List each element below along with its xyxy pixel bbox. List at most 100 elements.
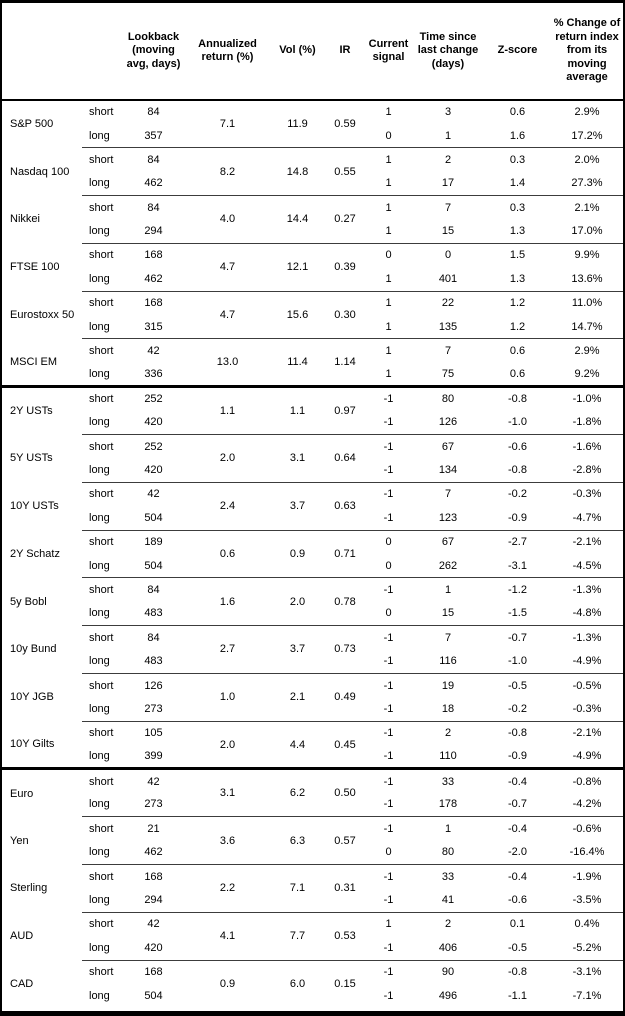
z-score-cell: -0.4 — [484, 816, 551, 841]
annualized-return-cell: 7.1 — [219, 118, 236, 131]
current-signal-cell: -1 — [383, 750, 394, 763]
header-row: Lookback (moving avg, days) Annualized r… — [2, 3, 623, 100]
lookback-cell: 420 — [144, 416, 163, 429]
time-since-cell: 123 — [438, 511, 458, 524]
z-score-cell: -0.4 — [484, 767, 551, 793]
z-score-cell: 0.6 — [509, 367, 526, 380]
time-since-cell: 33 — [412, 864, 484, 889]
ir-cell: 0.31 — [325, 864, 365, 913]
table-row: long 294 -1 41 -0.6 -3.5% — [2, 888, 623, 912]
horizon-cell: long — [89, 177, 110, 190]
current-signal-cell: 1 — [385, 367, 392, 380]
pct-change-cell: -0.6% — [551, 816, 623, 841]
header-z-score: Z-score — [497, 44, 538, 57]
lookback-cell: 42 — [122, 338, 185, 363]
table-row: long 294 1 15 1.3 17.0% — [2, 219, 623, 243]
header-current-signal: Current signal — [368, 37, 409, 63]
horizon-cell: long — [89, 464, 110, 476]
horizon-cell: long — [89, 225, 110, 238]
table-row: long 462 1 401 1.3 13.6% — [2, 267, 623, 291]
lookback-cell: 84 — [122, 577, 185, 602]
time-since-cell: 2 — [412, 147, 484, 172]
current-signal-cell: -1 — [383, 894, 394, 907]
pct-change-cell: -1.8% — [572, 416, 602, 429]
table-row: CAD short 168 0.9 6.0 0.15 -1 90 -0.8 -3.1% — [2, 959, 623, 1008]
ir-cell: 0.30 — [325, 290, 365, 339]
horizon-cell: short — [82, 242, 122, 268]
vol-cell: 7.7 — [270, 911, 325, 961]
time-since-cell: 41 — [441, 894, 455, 907]
current-signal-cell: -1 — [365, 864, 412, 889]
annualized-return-cell: 2.4 — [185, 481, 270, 531]
table-row: Nasdaq 100 short 84 8.2 14.8 0.55 1 2 0.3 2.0% — [2, 147, 623, 196]
current-signal-cell: -1 — [365, 720, 412, 746]
lookback-cell: 462 — [144, 846, 163, 859]
ir-cell: 0.63 — [325, 481, 365, 531]
table-row: Nikkei short 84 4.0 14.4 0.27 1 7 0.3 2.1% — [2, 195, 623, 244]
table-row: long 273 -1 178 -0.7 -4.2% — [2, 793, 623, 817]
pct-change-cell: -4.9% — [572, 655, 602, 668]
vol-cell: 15.6 — [270, 290, 325, 339]
pct-change-cell: -1.3% — [551, 625, 623, 650]
lookback-cell: 504 — [144, 559, 163, 572]
lookback-cell: 84 — [122, 195, 185, 220]
pct-change-cell: -1.0% — [551, 385, 623, 411]
horizon-cell: short — [82, 290, 122, 316]
ir-cell: 0.39 — [325, 242, 365, 292]
current-signal-cell: 0 — [385, 846, 392, 859]
asset-name-cell: 10Y USTs — [10, 500, 59, 513]
ir-cell: 0.73 — [325, 625, 365, 674]
horizon-cell: long — [89, 416, 110, 429]
horizon-cell: long — [89, 941, 110, 954]
vol-cell: 2.0 — [270, 577, 325, 626]
ir-cell: 1.14 — [325, 338, 365, 387]
pct-change-cell: 2.0% — [551, 147, 623, 172]
lookback-cell: 168 — [122, 959, 185, 984]
table-row: long 483 0 15 -1.5 -4.8% — [2, 602, 623, 626]
horizon-cell: long — [89, 846, 110, 859]
horizon-cell: long — [89, 129, 110, 142]
horizon-cell: long — [89, 798, 110, 811]
time-since-cell: 67 — [412, 529, 484, 554]
z-score-cell: 0.6 — [509, 106, 526, 119]
lookback-cell: 189 — [122, 529, 185, 554]
annualized-return-cell: 2.2 — [185, 864, 270, 913]
asset-name-cell: MSCI EM — [10, 356, 58, 368]
pct-change-cell: -2.8% — [572, 464, 602, 476]
table-row: long 357 0 1 1.6 17.2% — [2, 124, 623, 148]
pct-change-cell: 2.9% — [574, 106, 600, 119]
table-row: long 462 1 17 1.4 27.3% — [2, 172, 623, 196]
annualized-return-cell: 4.0 — [185, 195, 270, 244]
lookback-cell: 273 — [144, 798, 163, 811]
z-score-cell: -0.2 — [508, 702, 527, 715]
asset-name-cell: 2Y USTs — [2, 385, 82, 435]
pct-change-cell: -4.2% — [572, 798, 602, 811]
time-since-cell: 406 — [438, 941, 458, 954]
current-signal-cell: 0 — [365, 242, 412, 268]
z-score-cell: 1.6 — [509, 129, 526, 142]
asset-name-cell: 5y Bobl — [10, 595, 47, 608]
asset-name-cell: 10Y JGB — [10, 691, 54, 704]
lookback-cell: 294 — [144, 225, 163, 238]
time-since-cell: 7 — [412, 625, 484, 650]
horizon-cell: long — [89, 655, 110, 668]
table-row: Euro short 42 3.1 6.2 0.50 -1 33 -0.4 -0.8% — [2, 767, 623, 817]
time-since-cell: 80 — [441, 846, 455, 859]
lookback-cell: 483 — [144, 655, 163, 668]
z-score-cell: -0.9 — [508, 511, 527, 524]
time-since-cell: 1 — [412, 577, 484, 602]
ir-cell: 0.59 — [334, 118, 356, 131]
current-signal-cell: 1 — [385, 320, 392, 333]
current-signal-cell: -1 — [383, 416, 394, 429]
horizon-cell: short — [82, 767, 122, 793]
ir-cell: 0.45 — [325, 720, 365, 769]
current-signal-cell: -1 — [365, 767, 412, 793]
z-score-cell: -0.5 — [484, 672, 551, 698]
z-score-cell: -3.1 — [508, 559, 527, 572]
z-score-cell: -0.4 — [484, 864, 551, 889]
pct-change-cell: -0.8% — [551, 767, 623, 793]
lookback-cell: 315 — [144, 320, 163, 333]
time-since-cell: 178 — [438, 798, 458, 811]
z-score-cell: -0.7 — [508, 798, 527, 811]
ir-cell: 0.78 — [325, 577, 365, 626]
